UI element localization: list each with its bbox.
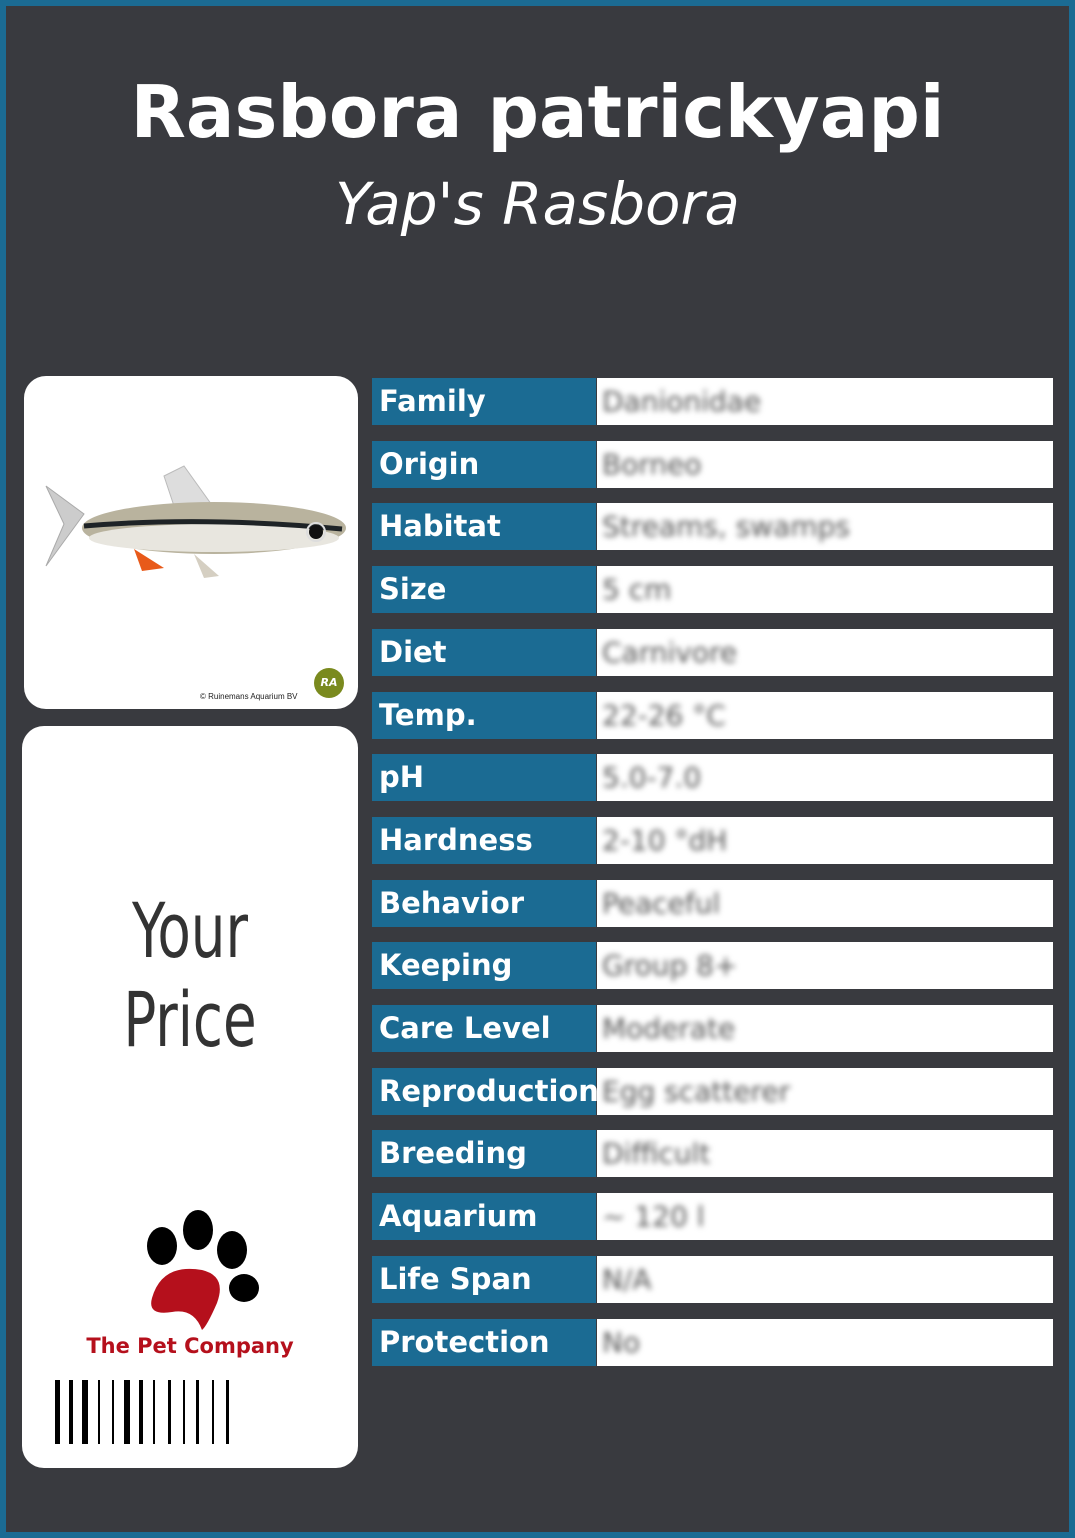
barcode-bar (139, 1380, 143, 1444)
fact-row: Family Danionidae (372, 378, 1053, 425)
fact-value: Danionidae (602, 385, 762, 418)
fact-value: ~ 120 l (602, 1200, 705, 1234)
common-name: Yap's Rasbora (335, 170, 740, 238)
fact-label: Origin (372, 440, 596, 488)
barcode-bar (183, 1380, 185, 1444)
price-panel: Your Price The Pet Company (22, 726, 358, 1468)
fact-row: Keeping Group 8+ (372, 942, 1053, 990)
barcode-bar (55, 1380, 60, 1444)
fact-label: Habitat (372, 503, 596, 551)
fact-value-cell: 22-26 °C (597, 691, 1053, 739)
fact-value-cell: Difficult (597, 1130, 1053, 1178)
fact-label: Behavior (372, 879, 596, 927)
fact-value: Group 8+ (602, 949, 738, 983)
barcode-bar (112, 1380, 114, 1444)
fact-value-cell: Streams, swamps (597, 503, 1053, 551)
fact-value: Borneo (602, 447, 702, 481)
fact-label: pH (372, 754, 596, 802)
fact-value-cell: ~ 120 l (597, 1193, 1053, 1241)
brand-name: The Pet Company (86, 1334, 294, 1358)
scientific-name: Rasbora patrickyapi (130, 70, 945, 154)
fact-row: Temp. 22-26 °C (372, 691, 1053, 739)
fact-label: Reproduction (372, 1067, 599, 1115)
fact-row: Protection No (372, 1318, 1053, 1366)
fish-photo-panel: RA © Ruinemans Aquarium BV (24, 376, 358, 709)
fact-value-cell: 2-10 °dH (597, 816, 1053, 864)
fact-label: Family (372, 378, 596, 425)
fact-row: Life Span N/A (372, 1255, 1053, 1303)
fact-row: Size 5 cm (372, 566, 1053, 614)
fact-value-cell: Egg scatterer (597, 1067, 1053, 1115)
photo-credit: © Ruinemans Aquarium BV (200, 692, 298, 701)
fact-label: Breeding (372, 1130, 596, 1178)
fact-value: 5.0-7.0 (602, 761, 702, 795)
fact-value-cell: No (597, 1318, 1053, 1366)
fish-image (45, 465, 346, 578)
fact-label: Temp. (372, 691, 596, 739)
fact-value: Streams, swamps (602, 510, 850, 544)
fact-value-cell: Peaceful (597, 879, 1053, 927)
fact-value-cell: Danionidae (597, 378, 1053, 425)
fact-value: Carnivore (602, 635, 738, 669)
fact-row: Habitat Streams, swamps (372, 503, 1053, 551)
fact-label: Care Level (372, 1005, 596, 1052)
fact-row: pH 5.0-7.0 (372, 754, 1053, 802)
fact-value: No (602, 1325, 641, 1359)
paw-logo-icon (147, 1210, 259, 1330)
fact-row: Diet Carnivore (372, 628, 1053, 676)
ruinemans-logo: RA (314, 668, 344, 698)
fact-value-cell: 5 cm (597, 566, 1053, 614)
barcode-bar (124, 1380, 130, 1444)
fact-value: Moderate (602, 1012, 736, 1045)
fact-value: 22-26 °C (602, 698, 726, 732)
fact-label: Keeping (372, 942, 596, 990)
fact-value-cell: Carnivore (597, 628, 1053, 676)
barcode-bar (69, 1380, 73, 1444)
barcode-bar (212, 1380, 214, 1444)
fact-row: Behavior Peaceful (372, 879, 1053, 927)
fact-row: Breeding Difficult (372, 1130, 1053, 1178)
fact-label: Aquarium (372, 1193, 596, 1241)
price-label: Your Price (123, 886, 257, 1064)
fact-row: Reproduction Egg scatterer (372, 1067, 1053, 1115)
fact-value-cell: N/A (597, 1255, 1053, 1303)
barcode-bar (82, 1380, 88, 1444)
fact-value: N/A (602, 1262, 652, 1296)
fact-label: Protection (372, 1318, 596, 1366)
barcode-bar (153, 1380, 155, 1444)
barcode (55, 1380, 229, 1444)
fact-row: Care Level Moderate (372, 1005, 1053, 1052)
barcode-bar (196, 1380, 199, 1444)
fact-value-cell: Borneo (597, 440, 1053, 488)
fact-value-cell: Group 8+ (597, 942, 1053, 990)
fact-row: Origin Borneo (372, 440, 1053, 488)
barcode-bar (168, 1380, 171, 1444)
fact-label: Life Span (372, 1255, 596, 1303)
barcode-bar (98, 1380, 100, 1444)
barcode-bar (226, 1380, 229, 1444)
fact-row: Aquarium ~ 120 l (372, 1193, 1053, 1241)
fact-label: Hardness (372, 816, 596, 864)
fact-label: Diet (372, 628, 596, 676)
fact-value: 2-10 °dH (602, 823, 728, 857)
fact-value-cell: 5.0-7.0 (597, 754, 1053, 802)
fact-value: 5 cm (602, 573, 672, 607)
fact-value: Difficult (602, 1137, 711, 1171)
fact-value: Egg scatterer (602, 1074, 791, 1108)
fact-value-cell: Moderate (597, 1005, 1053, 1052)
fact-label: Size (372, 566, 596, 614)
fact-value: Peaceful (602, 886, 721, 920)
fact-row: Hardness 2-10 °dH (372, 816, 1053, 864)
